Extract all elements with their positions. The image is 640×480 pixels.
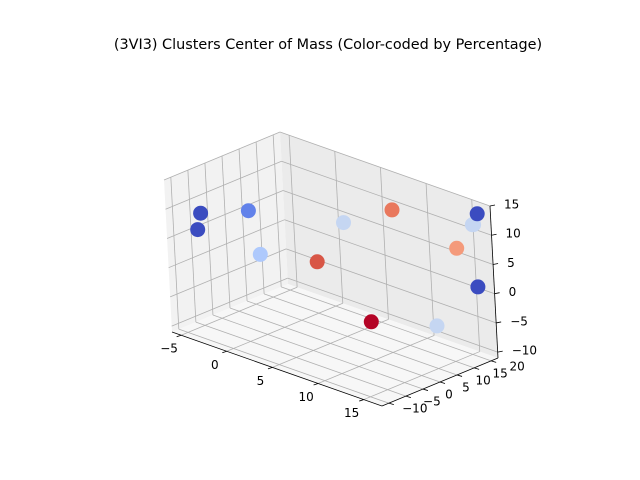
data-point	[336, 215, 351, 231]
z-tick-mark	[492, 263, 499, 265]
data-points	[190, 202, 486, 334]
gridline-y-floor	[229, 307, 441, 383]
x-tick-mark	[267, 367, 273, 370]
z-tick-label: 10	[506, 227, 521, 241]
gridline-z-leftwall	[168, 219, 285, 269]
data-point	[240, 203, 256, 219]
z-tick-label: 5	[507, 256, 515, 270]
y-tick-mark	[491, 360, 497, 363]
y-tick-mark	[422, 388, 429, 391]
gridline-z-backwall	[284, 219, 495, 295]
x-tick-label: 0	[211, 358, 219, 372]
y-tick-mark	[405, 395, 411, 399]
z-tick-mark	[494, 292, 500, 295]
gridline-z-backwall	[281, 160, 492, 236]
gridline-z-leftwall	[165, 160, 282, 210]
gridline-x-backwall	[380, 167, 389, 320]
y-tick-mark	[388, 402, 394, 406]
gridline-y-floor	[281, 286, 492, 362]
z-tick-mark	[496, 321, 502, 324]
gridlines	[163, 131, 498, 404]
x-tick-mark	[176, 334, 182, 338]
y-tick-label: −5	[423, 395, 441, 409]
gridline-z-leftwall	[163, 131, 281, 181]
z-tick-labels: −10 −5 0 5 10 15	[504, 198, 537, 358]
z-tick-label: 15	[504, 198, 519, 212]
gridline-y-leftwall	[272, 134, 282, 287]
y-tick-mark	[474, 367, 480, 370]
gridline-z-backwall	[287, 277, 498, 353]
x-tick-labels: −5 0 5 10 15	[160, 342, 359, 420]
x-tick-label: 10	[298, 390, 313, 404]
z-tick-label: 0	[509, 285, 517, 299]
x-tick-label: −5	[160, 342, 178, 356]
gridline-z-leftwall	[166, 190, 284, 239]
gridline-y-floor	[195, 321, 407, 397]
gridline-y-floor	[246, 300, 458, 376]
x-tick-mark	[359, 399, 364, 402]
x-tick-mark	[222, 350, 227, 354]
data-point	[363, 314, 379, 330]
x-axis-line	[171, 331, 383, 407]
gridline-y-leftwall	[170, 177, 180, 330]
x-tick-label: 5	[257, 374, 265, 388]
z-tick-mark	[491, 233, 497, 236]
y-tick-label: 20	[510, 359, 525, 373]
z-axis-line	[489, 205, 499, 359]
data-point	[193, 205, 209, 221]
y-tick-label: 15	[492, 366, 507, 380]
gridline-z-leftwall	[171, 277, 288, 327]
y-tick-mark	[456, 374, 463, 377]
z-tick-mark	[489, 204, 496, 207]
data-point	[470, 279, 486, 295]
x-tick-mark	[313, 383, 319, 386]
y-tick-label: 0	[445, 388, 453, 402]
y-tick-label: 10	[475, 373, 490, 387]
gridline-x-backwall	[425, 183, 435, 336]
y-tick-label: 5	[462, 381, 470, 395]
data-point	[449, 240, 465, 256]
gridline-z-backwall	[279, 131, 491, 207]
y-tick-label: −10	[402, 402, 427, 416]
chart-title: (3VI3) Clusters Center of Mass (Color-co…	[114, 37, 542, 53]
x-tick-label: 15	[344, 406, 359, 420]
gridline-y-leftwall	[187, 170, 197, 323]
data-point	[309, 254, 325, 270]
z-tick-mark	[497, 350, 503, 353]
z-tick-label: −10	[512, 344, 537, 358]
gridline-y-leftwall	[204, 163, 214, 316]
gridline-y-leftwall	[238, 148, 248, 301]
gridline-y-floor	[212, 314, 424, 390]
gridline-x-backwall	[288, 135, 298, 288]
pane-back-wall	[280, 132, 498, 358]
tick-marks	[176, 204, 503, 406]
data-point	[469, 206, 485, 222]
gridline-y-floor	[263, 293, 475, 369]
gridline-y-floor	[178, 328, 389, 404]
data-point	[190, 222, 206, 238]
z-tick-label: −5	[510, 314, 528, 328]
gridline-y-leftwall	[255, 141, 265, 294]
data-point	[429, 318, 445, 334]
data-point	[384, 202, 400, 218]
y-tick-mark	[439, 381, 446, 384]
data-point	[252, 246, 268, 262]
gridline-y-leftwall	[221, 155, 231, 309]
